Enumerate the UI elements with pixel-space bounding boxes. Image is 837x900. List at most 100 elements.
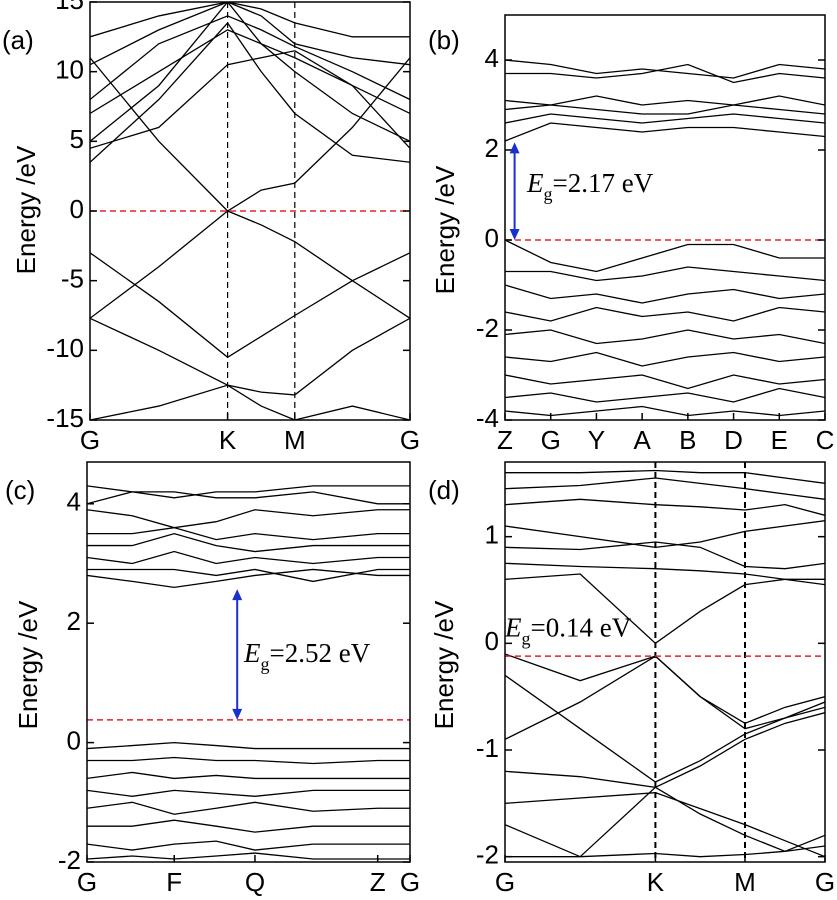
band-line <box>505 541 825 570</box>
band-line <box>87 532 410 553</box>
x-tick-label: G <box>77 867 97 897</box>
axes-frame <box>86 461 411 863</box>
band-line <box>90 317 410 396</box>
band-line <box>505 469 825 484</box>
x-tick-label: B <box>679 425 696 455</box>
axes-frame <box>504 461 826 863</box>
y-tick-label: 5 <box>70 124 84 154</box>
band-line <box>505 520 825 548</box>
band-line <box>505 712 825 789</box>
plot-area <box>87 485 410 860</box>
x-tick-label: Q <box>245 867 265 897</box>
y-tick-label: -10 <box>46 333 84 363</box>
x-tick-label: A <box>633 425 651 455</box>
band-line <box>505 113 825 124</box>
y-tick-label: 0 <box>70 194 84 224</box>
band-line <box>90 57 410 212</box>
x-tick-label: F <box>166 867 182 897</box>
band-line <box>505 104 825 115</box>
band-line <box>87 771 410 780</box>
y-tick-label: -2 <box>58 845 81 875</box>
band-line <box>87 852 410 860</box>
gap-symbol: E <box>526 168 544 198</box>
y-axis-label: Energy /eV <box>429 600 459 729</box>
arrow-head <box>509 229 520 240</box>
gap-label: Eg=2.52 eV <box>243 638 371 674</box>
arrow-head <box>232 708 243 720</box>
gap-subscript: g <box>522 629 531 649</box>
plot-area <box>505 59 825 417</box>
band-line <box>505 95 825 106</box>
band-line <box>87 568 410 583</box>
y-axis-label: Energy /eV <box>11 145 41 274</box>
y-tick-label: -5 <box>61 264 84 294</box>
band-line <box>87 819 410 833</box>
x-tick-label: M <box>734 867 756 897</box>
y-tick-label: -15 <box>46 403 84 433</box>
band-line <box>90 21 410 163</box>
band-line <box>505 306 825 322</box>
x-tick-label: G <box>400 425 420 455</box>
band-line <box>87 491 410 505</box>
axes-frame <box>504 14 826 421</box>
band-line <box>87 756 410 765</box>
band-line <box>87 509 410 529</box>
x-tick-label: G <box>541 425 561 455</box>
band-line <box>505 387 825 403</box>
x-tick-label: Y <box>588 425 605 455</box>
band-line <box>505 786 825 858</box>
band-line <box>505 122 825 142</box>
x-tick-label: C <box>816 425 835 455</box>
band-line <box>505 477 825 500</box>
x-tick-label: K <box>219 425 237 455</box>
y-tick-label: 10 <box>55 55 84 85</box>
x-tick-label: Z <box>497 425 513 455</box>
y-tick-label: -4 <box>476 403 499 433</box>
gap-value: =2.17 eV <box>553 168 654 198</box>
x-tick-label: Z <box>370 867 386 897</box>
band-line <box>90 50 410 149</box>
gap-label: Eg=0.14 eV <box>504 613 632 649</box>
arrow-head <box>509 142 520 154</box>
band-line <box>87 527 410 541</box>
band-line <box>87 741 410 750</box>
panel-label: (a) <box>2 25 34 55</box>
band-line <box>505 498 825 516</box>
band-line <box>505 405 825 417</box>
gap-value: =2.52 eV <box>270 638 371 668</box>
band-line <box>505 63 825 84</box>
band-line <box>90 384 410 420</box>
band-line <box>87 550 410 565</box>
y-tick-label: -2 <box>476 840 499 870</box>
x-tick-label: G <box>400 867 420 897</box>
y-tick-label: 2 <box>67 606 81 636</box>
band-line <box>505 239 825 273</box>
band-line <box>505 562 825 586</box>
y-tick-label: 0 <box>485 223 499 253</box>
y-tick-label: -1 <box>476 733 499 763</box>
band-line <box>505 59 825 79</box>
band-line <box>87 568 410 589</box>
band-line <box>87 485 410 499</box>
band-line <box>505 792 825 858</box>
plot-area <box>90 2 410 420</box>
y-tick-label: 1 <box>485 520 499 550</box>
panel-label: (c) <box>5 475 35 505</box>
gap-symbol: E <box>504 613 522 643</box>
band-line <box>505 674 825 783</box>
panel-label: (d) <box>428 475 460 505</box>
x-tick-label: D <box>724 425 743 455</box>
y-axis-label: Energy /eV <box>430 165 460 294</box>
panel: -2 -1 0 1 G K M G (d) Energy /eV Eg=0.14 eV <box>428 461 835 897</box>
gap-symbol: E <box>243 638 261 668</box>
band-line <box>90 15 410 101</box>
band-line <box>505 329 825 345</box>
band-line <box>87 789 410 797</box>
band-line <box>87 801 410 815</box>
y-tick-label: 0 <box>67 725 81 755</box>
y-tick-label: 2 <box>485 133 499 163</box>
x-tick-label: G <box>495 867 515 897</box>
gap-value: =0.14 eV <box>531 613 632 643</box>
